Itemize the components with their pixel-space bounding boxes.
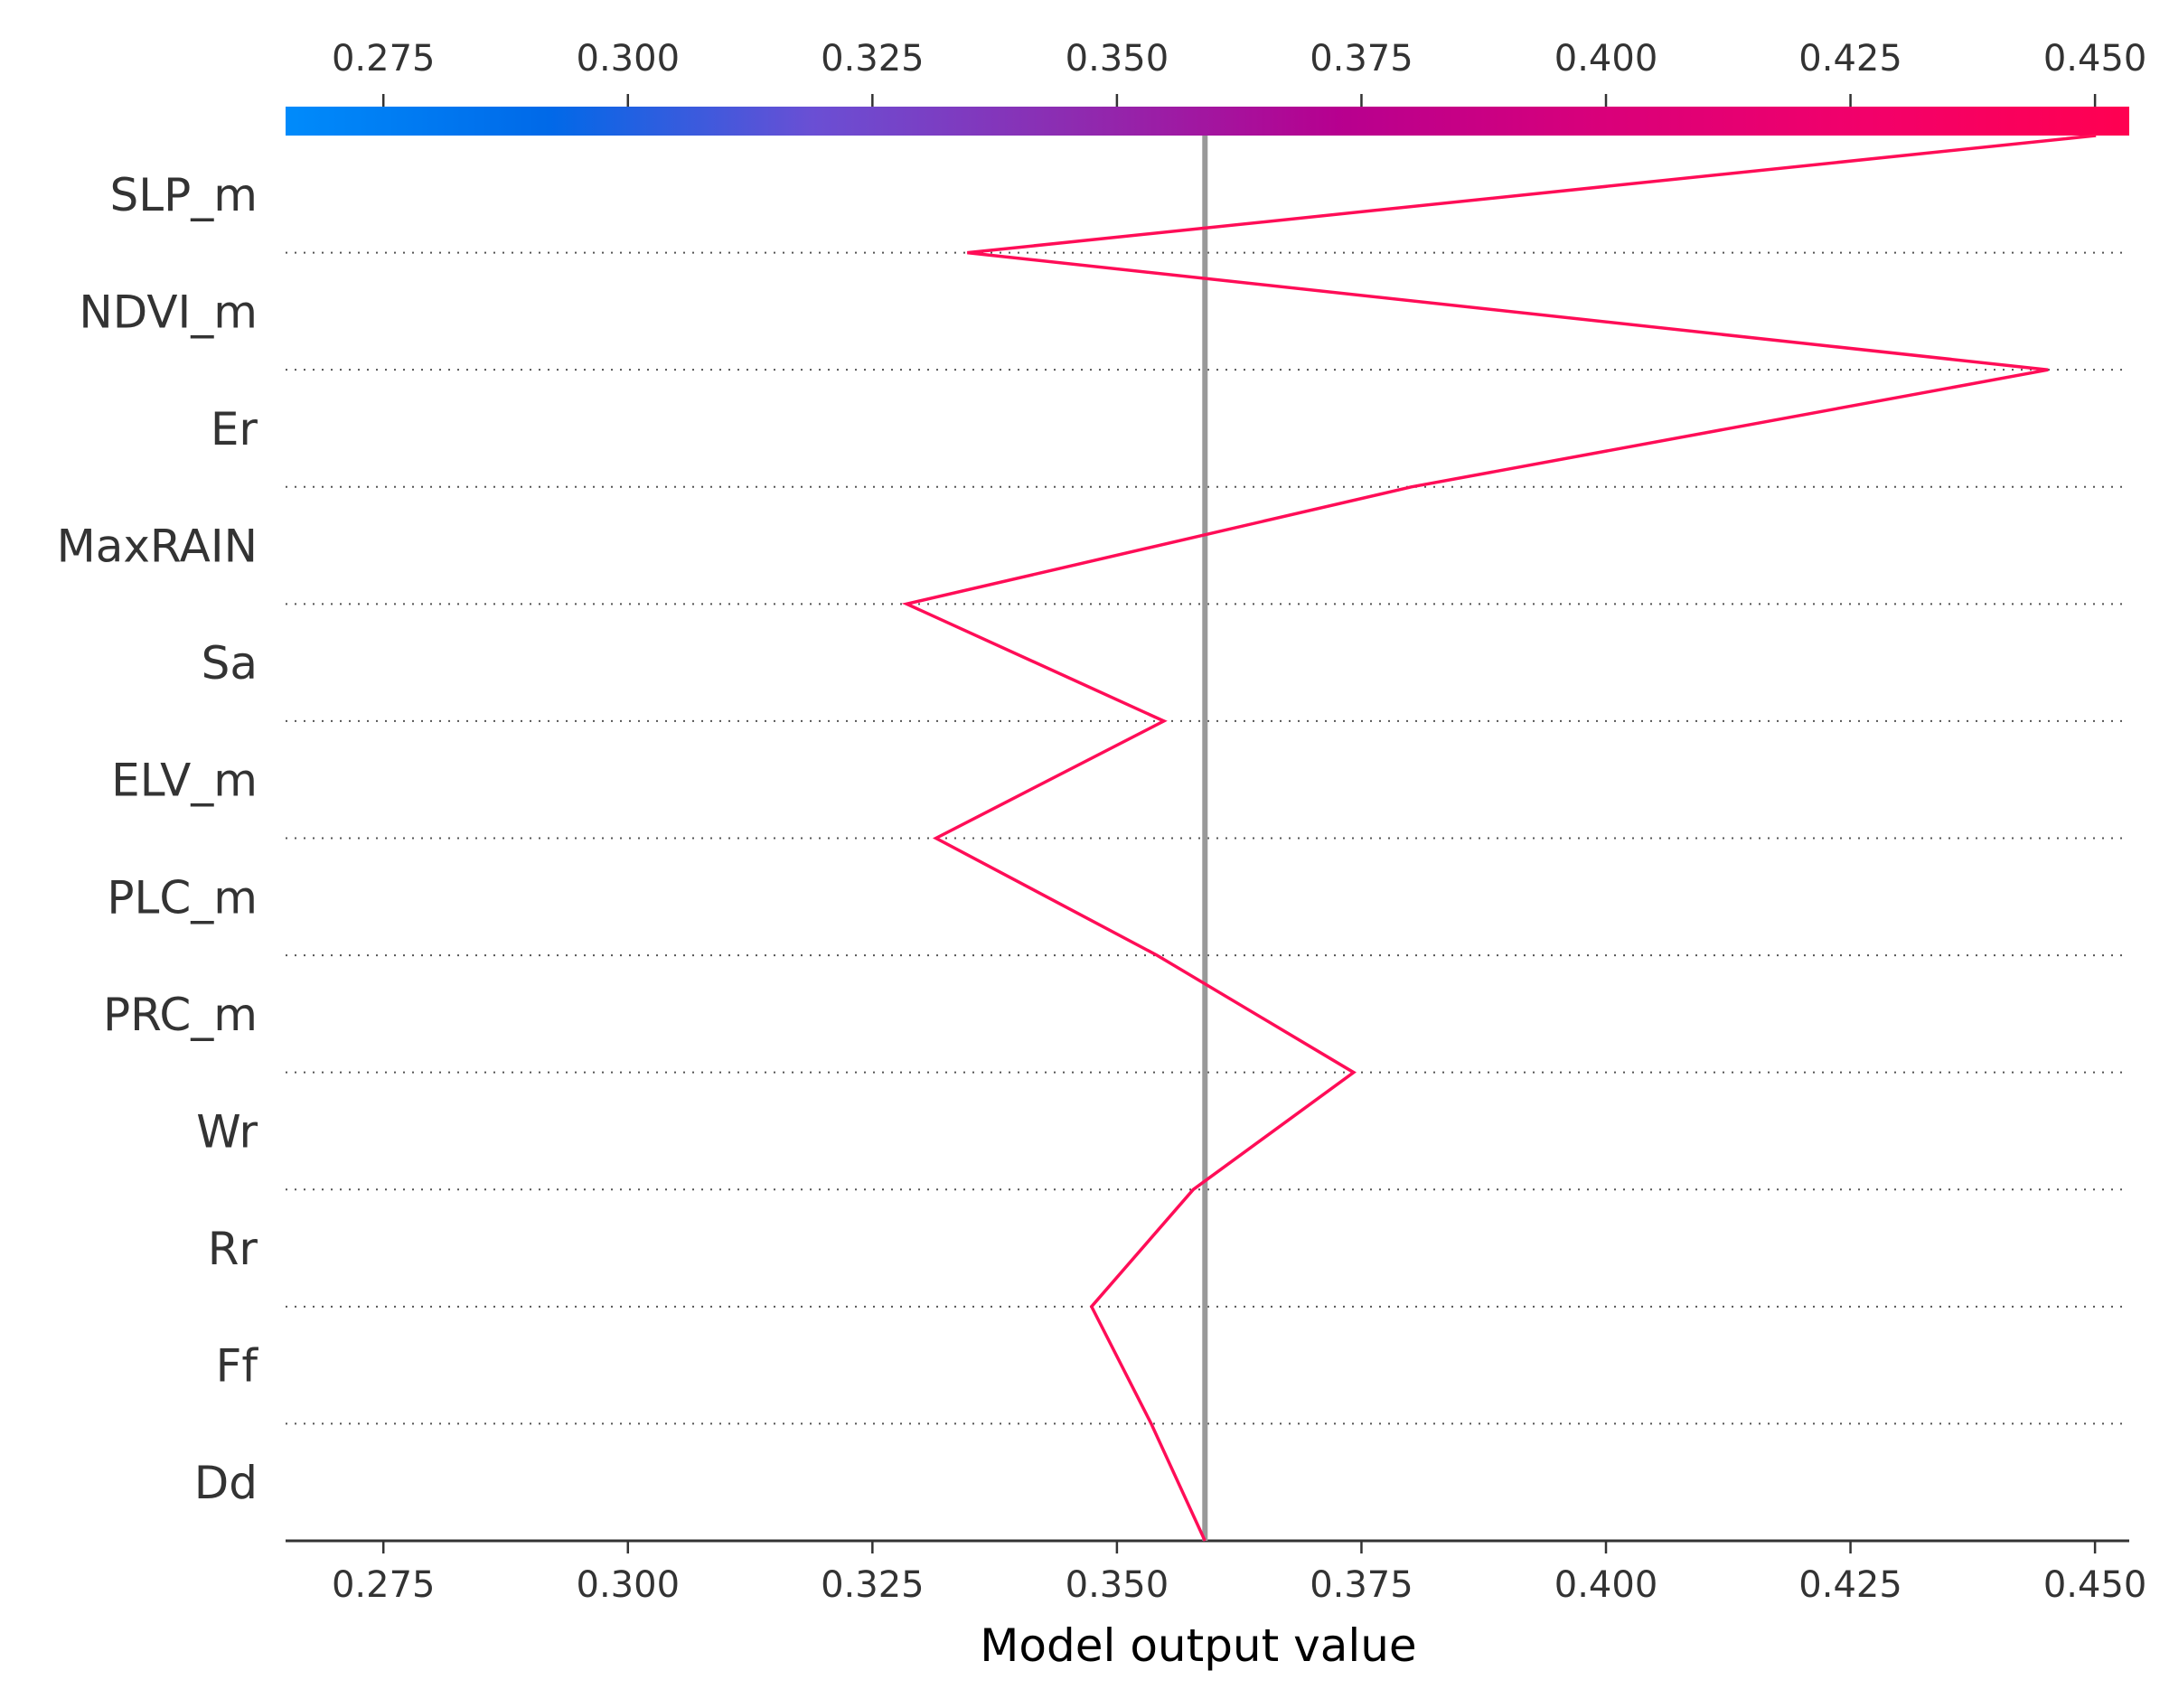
- feature-label: MaxRAIN: [57, 521, 258, 573]
- top-tick-label: 0.275: [332, 38, 436, 80]
- top-tick-label: 0.350: [1066, 38, 1169, 80]
- feature-label: NDVI_m: [79, 286, 258, 338]
- bottom-tick-label: 0.450: [2043, 1564, 2147, 1606]
- feature-label: Er: [211, 403, 258, 455]
- bottom-tick-label: 0.425: [1798, 1564, 1902, 1606]
- bottom-tick-label: 0.350: [1066, 1564, 1169, 1606]
- feature-label: SLP_m: [110, 169, 258, 221]
- feature-label: PRC_m: [103, 989, 258, 1041]
- colorbar: [286, 107, 2129, 136]
- top-axis: 0.275 0.300 0.325 0.350 0.375 0.400 0.425 0.450: [332, 38, 2146, 107]
- bottom-axis: 0.275 0.300 0.325 0.350 0.375 0.400 0.425 0.450: [332, 1541, 2146, 1606]
- bottom-tick-label: 0.275: [332, 1564, 436, 1606]
- feature-label: Dd: [194, 1457, 258, 1509]
- top-tick-label: 0.325: [821, 38, 925, 80]
- decision-path-line: [901, 134, 2097, 1542]
- bottom-tick-label: 0.400: [1554, 1564, 1658, 1606]
- feature-label: Rr: [208, 1223, 258, 1275]
- bottom-tick-label: 0.300: [577, 1564, 681, 1606]
- feature-label: ELV_m: [111, 755, 258, 807]
- x-axis-title: Model output value: [980, 1619, 1416, 1672]
- top-tick-label: 0.450: [2043, 38, 2147, 80]
- feature-labels: SLP_m NDVI_m Er MaxRAIN Sa ELV_m PLC_m PRC_m Wr R…: [57, 169, 259, 1509]
- top-tick-label: 0.425: [1798, 38, 1902, 80]
- feature-label: Wr: [196, 1105, 258, 1158]
- feature-label: Sa: [202, 637, 258, 690]
- feature-label: Ff: [216, 1340, 259, 1393]
- feature-label: PLC_m: [107, 871, 258, 924]
- top-tick-label: 0.300: [577, 38, 681, 80]
- bottom-tick-label: 0.325: [821, 1564, 925, 1606]
- top-tick-label: 0.400: [1554, 38, 1658, 80]
- bottom-tick-label: 0.375: [1310, 1564, 1413, 1606]
- top-tick-label: 0.375: [1310, 38, 1413, 80]
